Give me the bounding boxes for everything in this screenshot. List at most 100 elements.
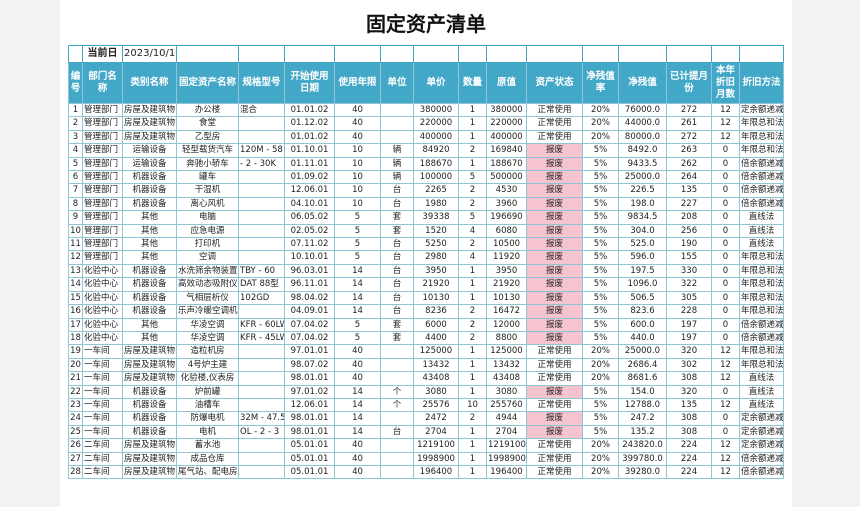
cell: 0 <box>711 277 740 292</box>
cell: 12 <box>711 464 740 480</box>
table-row: 27 二车间 房屋及建筑物 成品仓库 05.01.01 40 1998900 1 1998900… <box>68 451 784 466</box>
cell: 12000 <box>486 317 527 332</box>
cell: 96.11.01 <box>284 277 335 292</box>
cell: 成品仓库 <box>176 451 239 466</box>
cell: 管理部门 <box>82 156 123 172</box>
cell: 乐声冷暖空调机 <box>176 304 239 319</box>
cell: OL - 2 - 3 <box>238 424 285 440</box>
cell: 305 <box>666 290 712 306</box>
cell: 1 <box>458 451 487 466</box>
cell: 报废 <box>526 277 583 292</box>
cell: 1219100 <box>486 438 527 453</box>
cell: 炉前罐 <box>176 384 239 399</box>
cell: 12 <box>711 397 740 413</box>
cell: 辆 <box>380 156 414 172</box>
cell: 12788.0 <box>618 397 667 413</box>
column-header: 本年折旧月数 <box>711 62 740 104</box>
column-header: 固定资产名称 <box>176 62 239 104</box>
cell: 308 <box>666 424 712 440</box>
cell: 直线法 <box>739 237 784 252</box>
cell: 01.01.02 <box>284 102 335 118</box>
empty-cell <box>582 45 619 63</box>
cell: 5% <box>582 250 619 265</box>
cell: 罐车 <box>176 170 239 185</box>
cell: 208 <box>666 210 712 225</box>
cell: 188670 <box>413 156 459 172</box>
table-row: 23 一车间 机器设备 油槽车 12.06.01 14 个 25576 10 255760 正常使用… <box>68 397 784 413</box>
cell: 5 <box>334 223 381 239</box>
cell: 一车间 <box>82 357 123 373</box>
empty-cell <box>380 357 414 373</box>
cell: 21 <box>68 371 83 386</box>
cell: 17 <box>68 317 83 332</box>
cell: 84920 <box>413 143 459 158</box>
cell: 20 <box>68 357 83 373</box>
cell: 应急电源 <box>176 223 239 239</box>
empty-cell <box>176 45 239 63</box>
cell: 4 <box>68 143 83 158</box>
empty-cell <box>238 451 285 466</box>
table-row: 25 一车间 机器设备 电机 OL - 2 - 3 98.01.01 14 台 2704 1 270… <box>68 424 784 440</box>
cell: 40 <box>334 129 381 145</box>
cell: DAT 88型 <box>238 277 285 292</box>
cell: 263 <box>666 143 712 158</box>
cell: 1 <box>458 384 487 399</box>
cell: 报废 <box>526 263 583 279</box>
cell: 轻型载货汽车 <box>176 143 239 158</box>
cell: 14 <box>334 304 381 319</box>
cell: 06.05.02 <box>284 210 335 225</box>
cell: 197 <box>666 317 712 332</box>
cell: 5% <box>582 290 619 306</box>
cell: 机器设备 <box>122 277 177 292</box>
cell: 1980 <box>413 196 459 212</box>
cell: 308 <box>666 411 712 426</box>
cell: 机器设备 <box>122 170 177 185</box>
cell: 220000 <box>486 116 527 131</box>
cell: 二车间 <box>82 464 123 480</box>
cell: 正常使用 <box>526 451 583 466</box>
empty-cell <box>238 397 285 413</box>
cell: 11920 <box>486 250 527 265</box>
cell: 报废 <box>526 183 583 198</box>
cell: 管理部门 <box>82 143 123 158</box>
cell: 20% <box>582 464 619 480</box>
table-row: 19 一车间 房屋及建筑物 造粒机房 97.01.01 40 125000 1 125000 正常… <box>68 344 784 359</box>
cell: 320 <box>666 344 712 359</box>
cell: 2 <box>458 411 487 426</box>
cell: 14 <box>334 277 381 292</box>
cell: 10130 <box>413 290 459 306</box>
cell: 04.09.01 <box>284 304 335 319</box>
empty-cell <box>238 371 285 386</box>
cell: 05.01.01 <box>284 464 335 480</box>
table-row: 22 一车间 机器设备 炉前罐 97.01.02 14 个 3080 1 3080 报废 5% 154.… <box>68 384 784 399</box>
cell: 188670 <box>486 156 527 172</box>
cell: 227 <box>666 196 712 212</box>
cell: 12 <box>711 357 740 373</box>
cell: 倍余额递减 <box>739 330 784 346</box>
table-row: 17 化验中心 其他 华凌空调 KFR - 60LW 07.04.02 5 套 6000 2 120… <box>68 317 784 332</box>
cell: 房屋及建筑物 <box>122 371 177 386</box>
empty-cell <box>666 45 712 63</box>
table-row: 12 管理部门 其他 空调 10.10.01 5 台 2980 4 11920 报废 5% 596.0 1… <box>68 250 784 265</box>
cell: 40 <box>334 102 381 118</box>
cell: 13 <box>68 263 83 279</box>
cell: KFR - 45LW <box>238 330 285 346</box>
cell: 20% <box>582 357 619 373</box>
cell: 12.06.01 <box>284 397 335 413</box>
cell: 224 <box>666 464 712 480</box>
cell: 596.0 <box>618 250 667 265</box>
cell: 食堂 <box>176 116 239 131</box>
cell: 房屋及建筑物 <box>122 357 177 373</box>
cell: 13432 <box>413 357 459 373</box>
header-row: 编号 部门名称 类别名称 固定资产名称 规格型号 开始使用日期 使用年限 单位 单价 数量 原值 资产… <box>68 62 784 104</box>
cell: 0 <box>711 250 740 265</box>
column-header: 原值 <box>486 62 527 104</box>
cell: 台 <box>380 290 414 306</box>
empty-cell <box>238 357 285 373</box>
cell: 27 <box>68 451 83 466</box>
cell: 0 <box>711 263 740 279</box>
empty-cell <box>380 344 414 359</box>
cell: 房屋及建筑物 <box>122 116 177 131</box>
cell: 247.2 <box>618 411 667 426</box>
column-header: 折旧方法 <box>739 62 784 104</box>
